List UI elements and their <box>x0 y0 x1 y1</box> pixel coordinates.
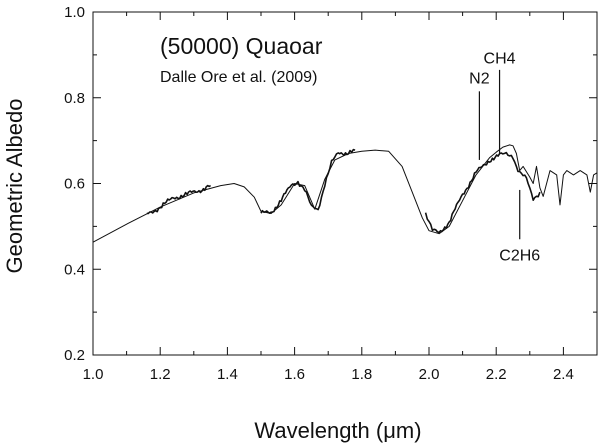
model-spectrum-line <box>92 144 598 243</box>
series-layer <box>92 144 598 243</box>
y-tick-label: 0.2 <box>64 347 85 364</box>
annotation-label: C2H6 <box>499 248 540 265</box>
chart-title: (50000) Quaoar <box>160 33 323 59</box>
y-tick-label: 0.8 <box>64 90 85 107</box>
annotation-label: N2 <box>469 71 490 88</box>
observed-spectrum-line <box>424 151 541 234</box>
observed-spectrum-line <box>146 184 211 215</box>
plot-frame <box>92 11 598 356</box>
x-tick-label: 1.6 <box>284 366 305 383</box>
y-tick-label: 0.6 <box>64 176 85 193</box>
annotation-layer: N2 CH4 C2H6 <box>469 50 540 264</box>
x-tick-label: 1.0 <box>83 366 104 383</box>
annotation-label: CH4 <box>484 50 516 67</box>
y-tick-label: 1.0 <box>64 4 85 21</box>
x-tick-label: 1.4 <box>217 366 238 383</box>
x-axis-title: Wavelength (μm) <box>254 418 421 443</box>
observed-spectrum-line <box>260 148 356 214</box>
x-tick-label: 2.4 <box>553 366 574 383</box>
y-tick-label: 0.4 <box>64 261 85 278</box>
x-tick-label: 1.2 <box>150 366 171 383</box>
chart-subtitle: Dalle Ore et al. (2009) <box>160 69 317 86</box>
x-tick-label: 2.2 <box>486 366 507 383</box>
y-axis-title: Geometric Albedo <box>2 99 27 274</box>
x-tick-label: 1.8 <box>351 366 372 383</box>
axis-ticks: 1.0 1.2 1.4 1.6 1.8 2.0 2.2 2.4 0.2 0.4 0.6 0.8 1.0 <box>64 4 598 383</box>
x-tick-label: 2.0 <box>419 366 440 383</box>
